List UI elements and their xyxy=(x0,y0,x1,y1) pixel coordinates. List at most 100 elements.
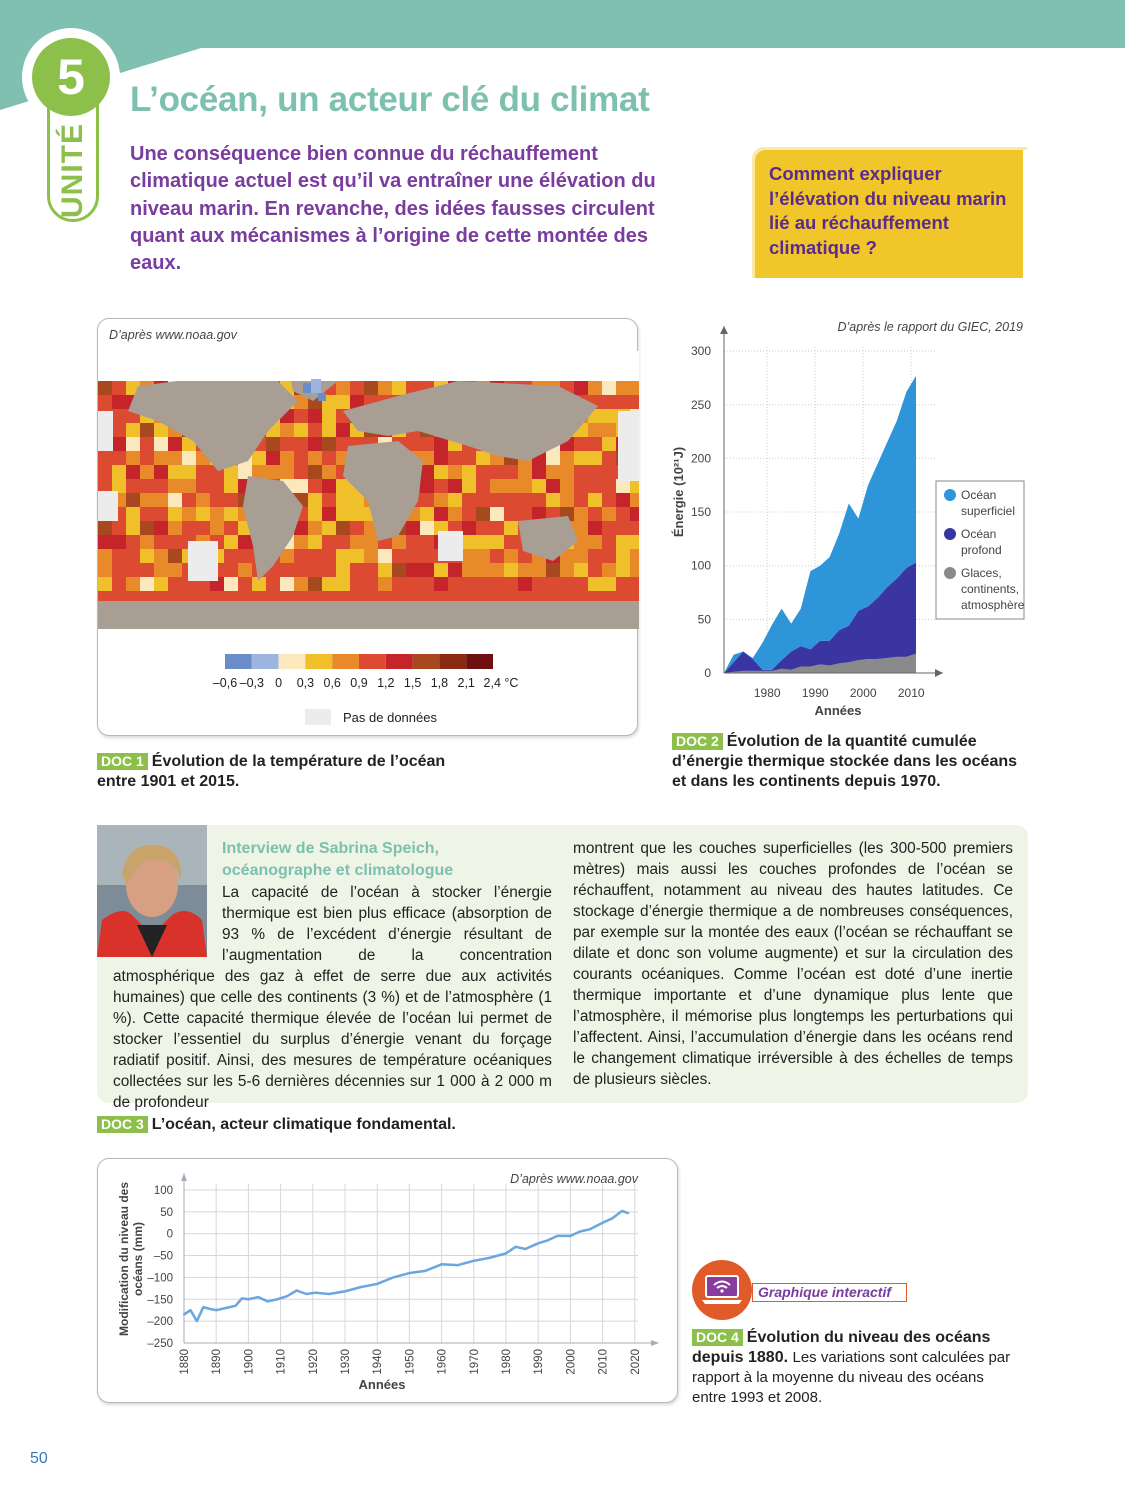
map-cell xyxy=(448,465,462,479)
map-cell xyxy=(518,563,532,577)
data-point xyxy=(579,1230,582,1233)
map-cell xyxy=(266,437,280,451)
legend-tick: 0,6 xyxy=(324,676,341,690)
legend-entry: Océan superficiel xyxy=(961,488,1015,518)
doc3-badge: DOC 3 xyxy=(97,1116,148,1133)
legend-swatch xyxy=(225,654,252,669)
doc2-caption-text: Évolution de la quantité cumulée d’énerg… xyxy=(672,733,1018,790)
x-axis-label: Années xyxy=(815,703,862,718)
map-cell xyxy=(336,381,350,395)
map-cell xyxy=(336,423,350,437)
map-cell xyxy=(336,521,350,535)
data-point xyxy=(276,1298,279,1301)
doc1-badge: DOC 1 xyxy=(97,753,148,770)
data-point xyxy=(611,1217,614,1220)
map-cell xyxy=(392,381,406,395)
map-land-africa xyxy=(343,441,423,541)
energy-stacked-area-chart: D’après le rapport du GIEC, 2019 0 50 100 15… xyxy=(671,320,1025,718)
map-cell xyxy=(434,507,448,521)
legend-tick: –0,3 xyxy=(240,676,264,690)
map-cell xyxy=(616,535,630,549)
interactive-graph-link[interactable]: Graphique interactif xyxy=(692,1260,912,1320)
y-axis-label: Énergie (10²¹J) xyxy=(671,447,686,537)
map-cell xyxy=(392,563,406,577)
data-point xyxy=(257,1296,260,1299)
map-cell xyxy=(546,563,560,577)
map-cell xyxy=(322,423,336,437)
data-point xyxy=(408,1272,411,1275)
legend-marker xyxy=(944,489,956,501)
data-point xyxy=(305,1293,308,1296)
legend-swatch xyxy=(251,654,279,669)
data-point xyxy=(627,1212,630,1215)
map-cell xyxy=(434,451,448,465)
map-land-south-america xyxy=(243,476,303,581)
map-cell xyxy=(420,479,434,493)
map-cell xyxy=(462,535,476,549)
map-cell xyxy=(434,563,448,577)
map-cell xyxy=(308,577,322,591)
data-point xyxy=(266,1300,269,1303)
map-cell xyxy=(112,437,126,451)
data-point xyxy=(240,1297,243,1300)
data-point xyxy=(215,1309,218,1312)
map-cell xyxy=(560,563,574,577)
map-cell xyxy=(308,409,322,423)
question-box: Comment expliquer l’élévation du niveau … xyxy=(752,147,1027,278)
y-axis-label: Modification du niveau desocéans (mm) xyxy=(117,1182,145,1336)
map-cell xyxy=(98,381,112,395)
map-no-data xyxy=(98,411,113,451)
map-cell xyxy=(574,535,588,549)
data-point xyxy=(488,1256,491,1259)
map-no-data xyxy=(618,411,639,481)
unit-number: 5 xyxy=(32,38,110,116)
map-cell xyxy=(98,577,112,591)
map-cell xyxy=(112,465,126,479)
map-cell xyxy=(140,423,154,437)
map-cell xyxy=(602,423,616,437)
legend-marker xyxy=(944,567,956,579)
legend-swatch xyxy=(278,654,306,669)
map-cell xyxy=(574,451,588,465)
map-cell xyxy=(532,507,546,521)
map-cell xyxy=(308,493,322,507)
y-tick: 300 xyxy=(691,344,711,358)
legend-tick: 2,4 °C xyxy=(484,676,519,690)
data-point xyxy=(556,1234,559,1237)
data-point xyxy=(295,1289,298,1292)
doc2-badge: DOC 2 xyxy=(672,733,723,750)
map-cell xyxy=(616,479,630,493)
map-cell xyxy=(518,465,532,479)
map-cell xyxy=(210,521,224,535)
y-tick: 50 xyxy=(698,612,712,626)
map-cell xyxy=(504,521,518,535)
map-cell xyxy=(238,535,252,549)
map-cell xyxy=(294,395,308,409)
legend-swatch xyxy=(439,654,467,669)
legend-swatch xyxy=(332,654,359,669)
data-point xyxy=(588,1228,591,1231)
map-cell xyxy=(280,465,294,479)
interviewee-photo xyxy=(97,825,207,957)
map-cell xyxy=(630,507,639,521)
map-cell xyxy=(588,535,602,549)
x-tick: 2010 xyxy=(898,686,925,700)
map-cell xyxy=(448,479,462,493)
interactive-label-box xyxy=(752,1283,907,1302)
map-cell xyxy=(308,437,322,451)
x-tick: 1990 xyxy=(802,686,829,700)
map-cell xyxy=(322,479,336,493)
map-cell xyxy=(154,423,168,437)
map-cell xyxy=(294,423,308,437)
map-cell xyxy=(336,395,350,409)
x-tick: 2000 xyxy=(565,1349,577,1375)
map-cell xyxy=(308,451,322,465)
map-land-antarctica xyxy=(98,601,639,629)
map-cell xyxy=(336,563,350,577)
legend-tick: 1,2 xyxy=(377,676,394,690)
map-cell xyxy=(350,395,364,409)
map-cell xyxy=(182,451,196,465)
map-cell xyxy=(574,507,588,521)
map-cell xyxy=(616,563,630,577)
map-cell xyxy=(238,465,252,479)
